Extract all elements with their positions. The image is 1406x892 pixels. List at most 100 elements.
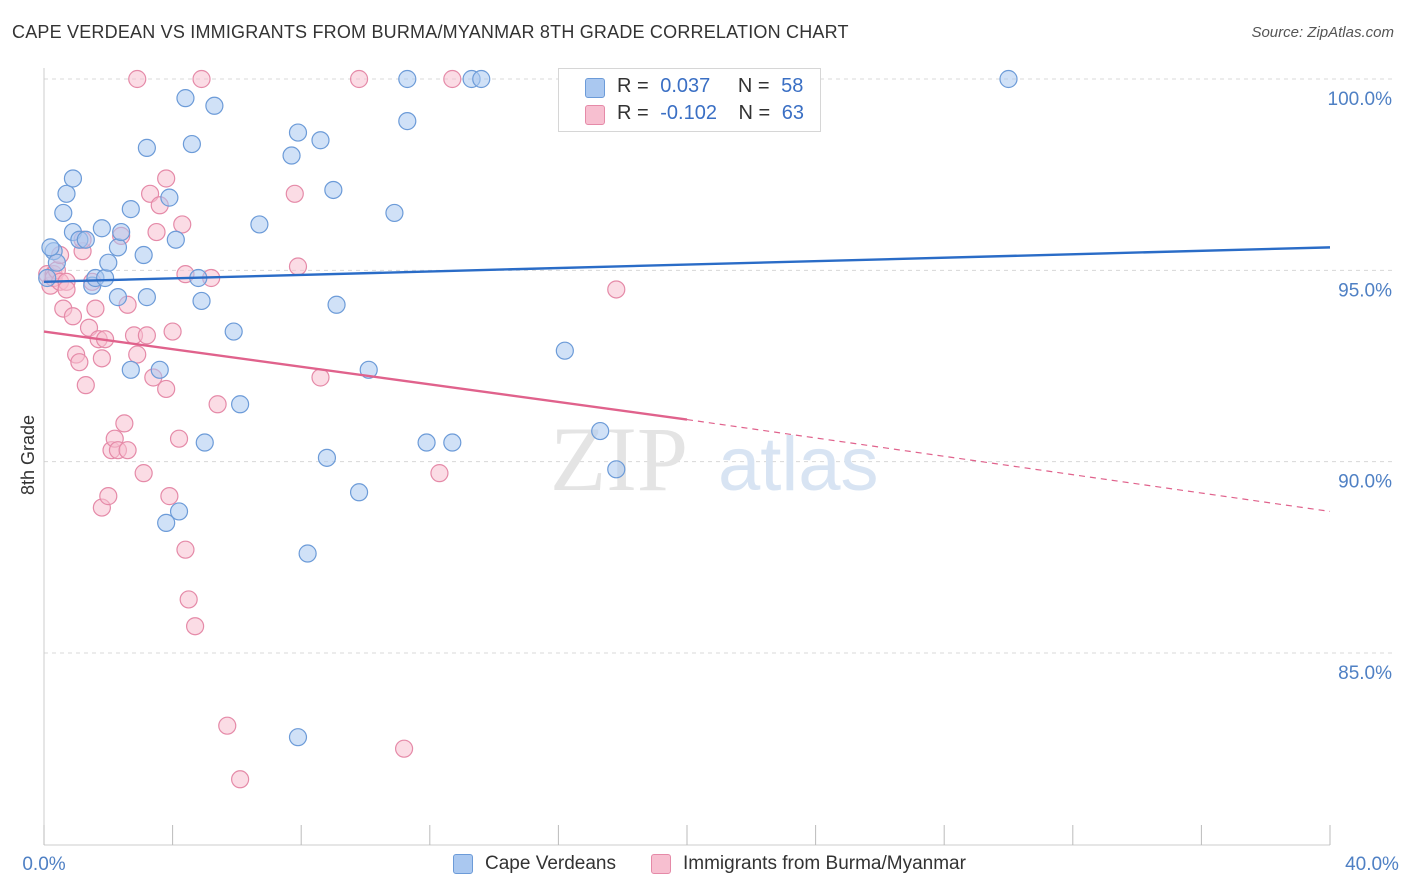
point-cape-verdean [317,448,337,467]
point-burma [115,414,134,433]
point-burma [192,69,211,89]
watermark-atlas: atlas [718,422,879,507]
n-label: N = [738,102,771,124]
point-cape-verdean [192,291,211,311]
point-burma [99,487,118,506]
correlation-legend: R = 0.037 N = 58 R = -0.102 N = 63 [558,68,821,132]
point-burma [86,299,105,318]
point-cape-verdean [472,69,491,89]
point-burma [160,487,179,506]
point-burma [128,69,147,89]
series-cape-verdean-points [38,69,1018,747]
point-cape-verdean [150,360,169,379]
point-cape-verdean [176,89,195,108]
point-burma [157,169,176,188]
legend-stats-blue: R = 0.037 N = 58 [617,75,803,98]
trend-line-burma-extension [686,418,1331,513]
legend-swatch-blue [585,78,605,98]
point-cape-verdean [205,96,224,115]
point-cape-verdean [160,188,179,207]
point-burma [394,739,414,758]
r-label: R = [617,75,649,97]
point-cape-verdean [41,238,60,257]
point-cape-verdean [327,295,346,314]
point-burma [157,379,176,399]
point-cape-verdean [231,395,250,414]
y-tick-label: 90.0% [1338,472,1392,493]
point-burma [163,322,182,341]
point-burma [607,280,626,299]
point-burma [57,280,76,299]
trend-line-cape-verdeans [43,246,1331,284]
n-value: 58 [781,75,804,97]
point-burma [349,69,369,89]
point-cape-verdean [108,238,128,257]
y-tick-label: 85.0% [1338,663,1392,684]
axes [43,68,1331,846]
point-cape-verdean [359,360,378,379]
legend-swatch-blue [453,854,473,874]
x-tick-label: 40.0% [1345,854,1399,875]
point-burma [134,464,153,483]
point-cape-verdean [385,203,404,223]
point-cape-verdean [137,288,156,307]
series-legend: Cape Verdeans Immigrants from Burma/Myan… [0,852,1406,878]
r-value: 0.037 [660,75,711,97]
point-cape-verdean [38,268,57,288]
point-cape-verdean [398,111,417,131]
point-cape-verdean [555,341,574,360]
gridlines [44,78,1392,654]
point-cape-verdean [99,253,118,272]
legend-swatch-pink [651,854,671,874]
legend-stats-pink: R = -0.102 N = 63 [617,102,804,125]
y-tick-label: 95.0% [1338,280,1392,301]
legend-swatch-pink [585,105,605,125]
point-cape-verdean [324,180,343,200]
series-burma-points [38,69,626,789]
n-value: 63 [781,102,805,124]
watermark: ZIP atlas [550,408,879,510]
tick-labels: 85.0% 90.0% 95.0% 100.0% 0.0% 40.0% [22,89,1399,875]
watermark-zip: ZIP [550,408,688,510]
y-axis-label: 8th Grade [18,415,38,495]
point-burma [311,368,330,387]
point-cape-verdean [157,513,176,532]
point-cape-verdean [76,230,95,249]
point-cape-verdean [95,268,115,288]
point-burma [128,345,147,364]
n-label: N = [737,75,770,97]
source-credit: Source: ZipAtlas.com [1251,24,1394,41]
r-value: -0.102 [660,102,717,124]
point-cape-verdean [121,200,140,219]
point-cape-verdean [607,460,626,479]
point-cape-verdean [288,123,308,142]
r-label: R = [617,102,649,124]
point-cape-verdean [417,433,436,452]
point-cape-verdean [250,215,269,234]
point-burma [169,429,189,448]
point-burma [176,540,195,559]
point-burma [92,349,111,368]
point-cape-verdean [195,433,214,452]
point-cape-verdean [288,728,308,747]
point-burma [137,326,156,345]
point-burma [76,376,95,395]
point-burma [285,184,304,203]
point-burma [186,617,205,636]
y-tick-label: 100.0% [1328,89,1393,110]
point-burma [430,464,449,483]
point-cape-verdean [47,253,66,272]
point-cape-verdean [298,544,317,563]
point-cape-verdean [112,222,131,242]
legend-label-burma: Immigrants from Burma/Myanmar [683,853,966,874]
point-burma [179,590,198,609]
point-burma [70,353,89,372]
point-burma [218,716,237,735]
point-burma [288,257,308,276]
point-cape-verdean [166,230,185,249]
point-cape-verdean [108,288,128,307]
x-tick-label: 0.0% [22,854,65,875]
point-burma [231,770,250,789]
point-cape-verdean [182,134,201,154]
